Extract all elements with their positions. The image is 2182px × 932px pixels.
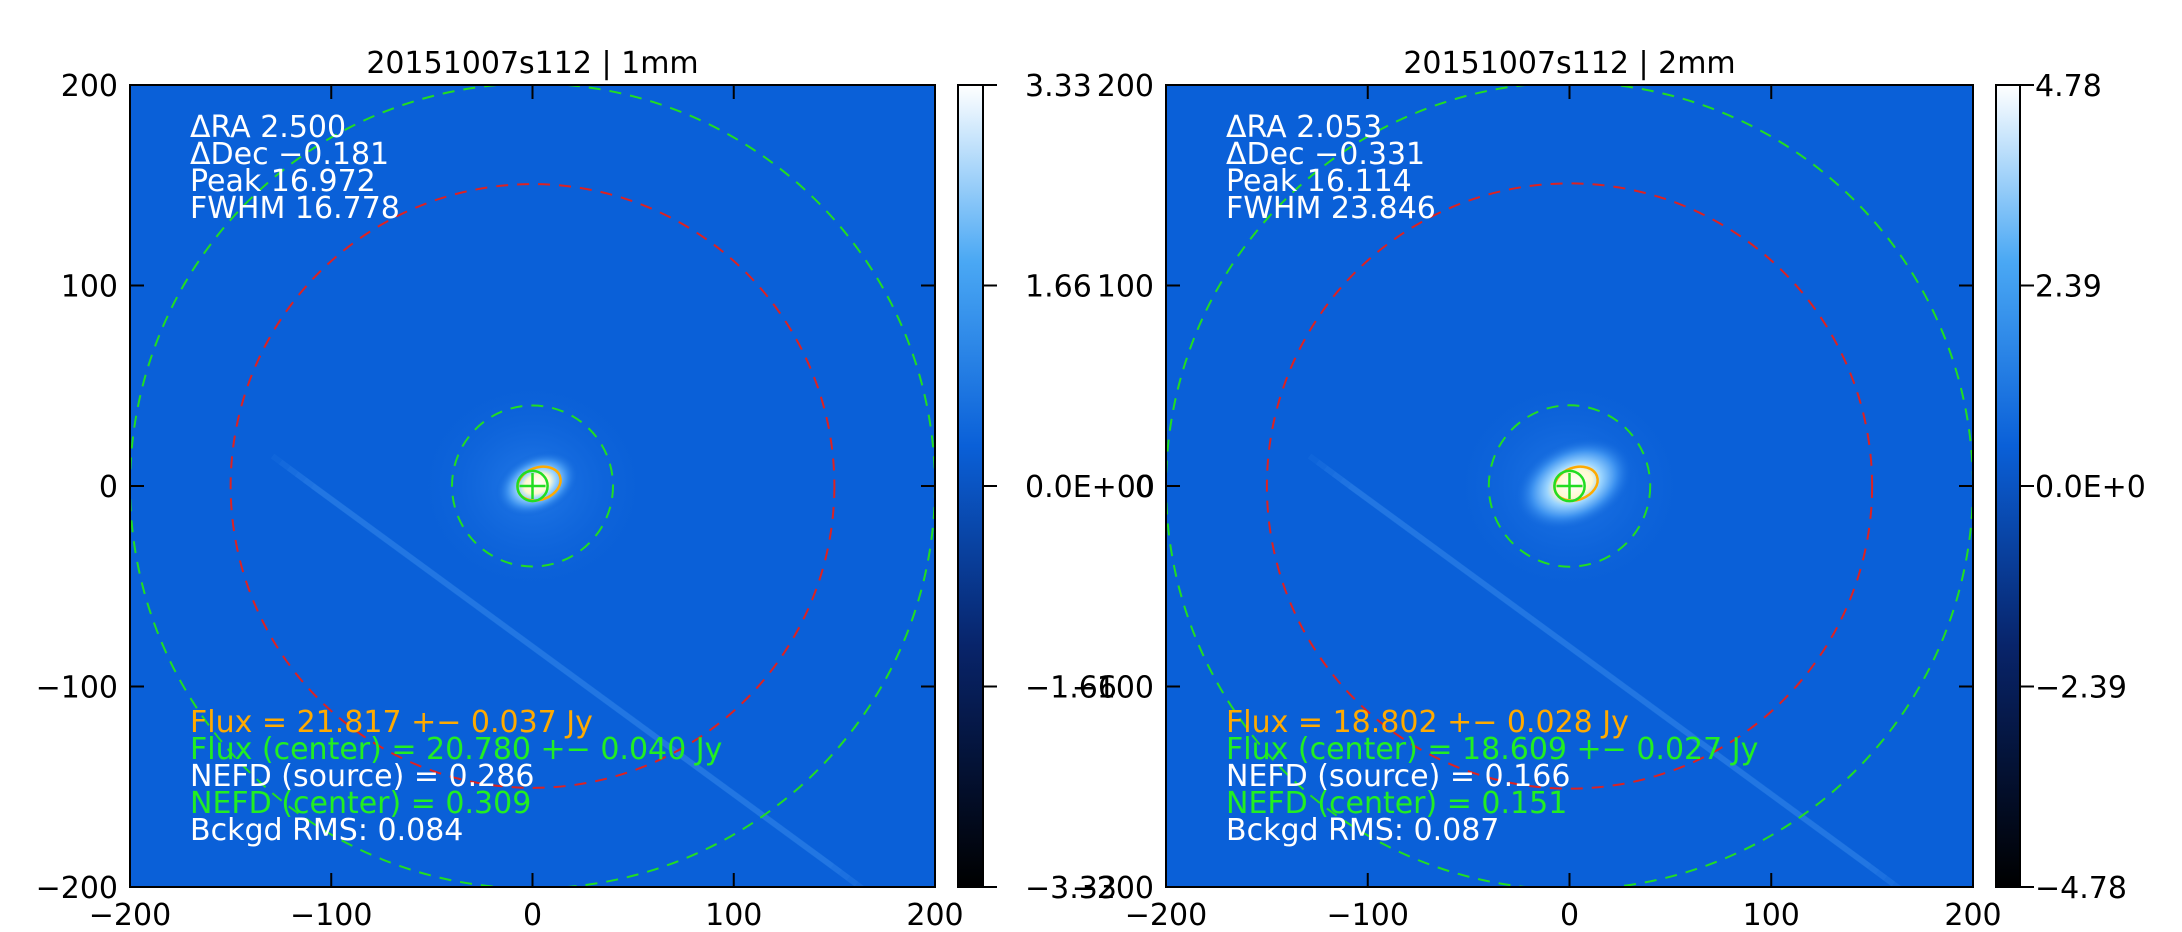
colorbar-tick-label: −3.33 [1025,871,1117,906]
inner-aperture-circle [1487,404,1652,568]
x-tick-label: 200 [1944,898,2001,932]
x-tick-label: −100 [290,898,372,932]
stat-peak: Peak 16.114 [1226,164,1412,199]
x-tick-label: 0 [1560,898,1579,932]
x-tick-label: 200 [906,898,963,932]
stat-fwhm: FWHM 16.778 [190,191,400,226]
colorbar-tick-label: 0.0E+0 [2035,470,2146,505]
colorbar-tick-label: 1.66 [1025,270,1092,305]
x-tick-label: 100 [705,898,762,932]
center-marker-circle [516,469,549,503]
y-tick-label: 0 [99,470,118,505]
colorbar-tick-label: −2.39 [2035,671,2127,706]
x-tick-label: 0 [523,898,542,932]
panel-2: 20151007s112 | 2mm −200 −100 0 100 200 −200 −10… [1072,46,2146,932]
source-blob [1514,436,1635,532]
y-tick-label: −100 [1072,671,1154,706]
x-tick-label: −200 [1125,898,1207,932]
y-tick-label: 100 [1097,270,1154,305]
flux-line-flux: Flux = 18.802 +− 0.028 Jy [1226,705,1629,740]
colorbar-tick-label: 3.33 [1025,69,1092,104]
flux-line-flux-center: Flux (center) = 20.780 +− 0.040 Jy [190,732,722,767]
stat-fwhm: FWHM 23.846 [1226,191,1436,226]
y-tick-label: −100 [36,671,118,706]
y-tick-label: 200 [61,69,118,104]
flux-line-nefd-source: NEFD (source) = 0.166 [1226,759,1570,794]
colorbar-tick-label: 2.39 [2035,270,2102,305]
stat-dra: ΔRA 2.053 [1226,110,1382,145]
flux-line-bckgd: Bckgd RMS: 0.084 [190,813,463,848]
panel-1: 20151007s112 | 1mm −200 −100 0 100 200 −200 −10… [36,46,1155,932]
source-blob [494,450,580,518]
flux-line-nefd-center: NEFD (center) = 0.309 [190,786,531,821]
colorbar-gradient [1995,84,2021,888]
background-inner-circle [1265,182,1874,790]
flux-line-flux: Flux = 21.817 +− 0.037 Jy [190,705,593,740]
stat-dra: ΔRA 2.500 [190,110,346,145]
flux-line-flux-center: Flux (center) = 18.609 +− 0.027 Jy [1226,732,1758,767]
colorbar-tick-label: 4.78 [2035,69,2102,104]
y-tick-label: −200 [36,871,118,906]
y-tick-label: 200 [1097,69,1154,104]
panel-title: 20151007s112 | 2mm [1403,46,1735,81]
background-inner-circle [229,183,836,789]
stat-ddec: ΔDec −0.331 [1226,137,1425,172]
colorbar-tick-label: −1.66 [1025,671,1117,706]
flux-line-nefd-source: NEFD (source) = 0.286 [190,759,534,794]
colorbar: 4.78 2.39 0.0E+0 −2.39 −4.78 [1995,69,2146,906]
stat-peak: Peak 16.972 [190,164,376,199]
x-tick-label: −200 [89,898,171,932]
y-tick-label: 100 [61,270,118,305]
inner-aperture-circle [451,404,614,568]
x-tick-label: −100 [1327,898,1409,932]
flux-line-bckgd: Bckgd RMS: 0.087 [1226,813,1499,848]
colorbar-tick-label: 0.0E+00 [1025,470,1155,505]
y-tick-label: 0 [1135,470,1154,505]
colorbar-gradient [957,84,984,888]
panel-title: 20151007s112 | 1mm [366,46,698,81]
center-marker-circle [1553,469,1586,503]
colorbar-tick-label: −4.78 [2035,871,2127,906]
colorbar: 3.33 1.66 0.0E+00 −1.66 −3.33 [957,69,1155,906]
x-tick-label: 100 [1743,898,1800,932]
y-tick-label: −200 [1072,871,1154,906]
flux-line-nefd-center: NEFD (center) = 0.151 [1226,786,1567,821]
stat-ddec: ΔDec −0.181 [190,137,389,172]
